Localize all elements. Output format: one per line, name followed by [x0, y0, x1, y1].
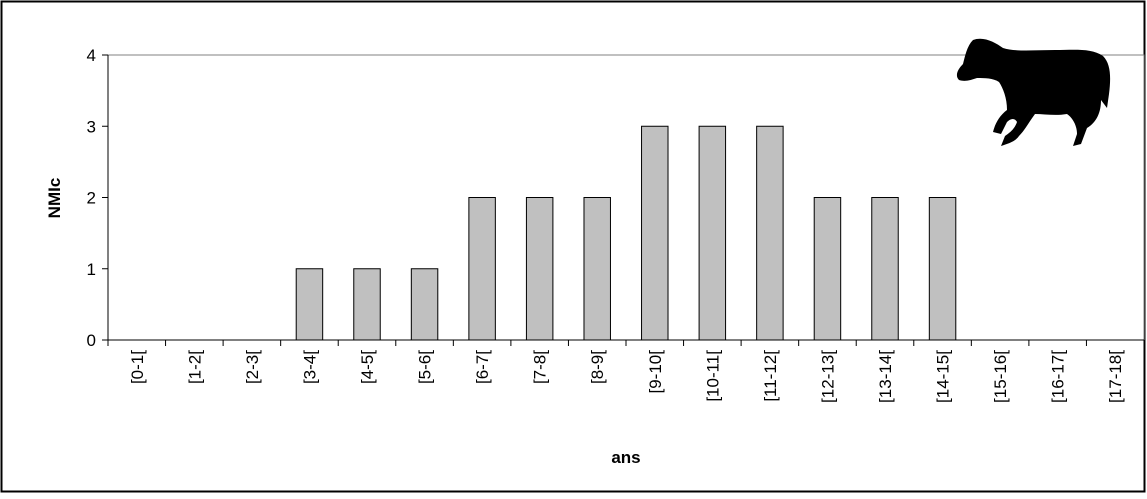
x-tick-label: [14-15[ [934, 350, 953, 403]
x-tick-label: [15-16[ [991, 350, 1010, 403]
bar [353, 268, 381, 341]
x-tick-label: [1-2[ [185, 350, 204, 384]
x-tick-label: [8-9[ [588, 350, 607, 384]
y-tick-label: 3 [87, 117, 96, 136]
x-tick-label: [3-4[ [300, 350, 319, 384]
x-tick-label: [10-11[ [703, 350, 722, 402]
bar [928, 197, 957, 341]
bar [698, 125, 727, 341]
bar [871, 197, 899, 341]
bar [583, 197, 611, 341]
bar [756, 125, 784, 341]
bar [641, 125, 669, 341]
x-tick-label: [7-8[ [531, 350, 550, 384]
y-tick-label: 1 [87, 260, 96, 279]
x-tick-label: [17-18[ [1106, 350, 1125, 403]
x-tick-label: [6-7[ [473, 350, 492, 384]
x-tick-label: [2-3[ [243, 350, 262, 384]
x-tick-label: [5-6[ [416, 350, 435, 384]
bar [295, 268, 324, 341]
horse-icon [956, 38, 1111, 146]
x-axis-title: ans [611, 448, 640, 467]
x-tick-label: [12-13[ [818, 350, 837, 403]
bar [525, 197, 554, 341]
bar [468, 197, 496, 341]
bar [813, 197, 842, 341]
x-tick-label: [13-14[ [876, 350, 895, 403]
y-axis-title: NMIc [45, 178, 64, 219]
y-tick-label: 0 [87, 331, 96, 350]
y-tick-label: 2 [87, 189, 96, 208]
x-tick-label: [11-12[ [761, 350, 780, 402]
y-tick-label: 4 [87, 46, 96, 65]
x-tick-label: [16-17[ [1049, 350, 1068, 403]
x-tick-label: [4-5[ [358, 350, 377, 384]
x-tick-label: [9-10[ [646, 350, 665, 394]
x-tick-label: [0-1[ [128, 350, 147, 384]
bar [410, 268, 439, 341]
